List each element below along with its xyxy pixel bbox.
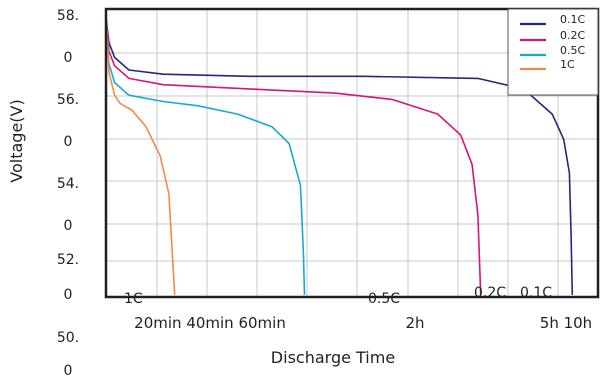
x-tick-labels: 20min 40min 60min 2h 5h 10h: [134, 314, 592, 332]
legend-label: 0.2C: [560, 29, 585, 42]
y-tick-label: 0: [64, 218, 73, 234]
x-tick-label: 20min 40min 60min: [134, 314, 286, 332]
legend-label: 0.1C: [560, 13, 585, 26]
y-tick-label: 56.: [57, 92, 79, 108]
y-tick-label: 54.: [57, 176, 79, 192]
series-line-0-2C: [105, 17, 482, 295]
y-tick-label: 50.: [57, 330, 79, 346]
series-line-1C: [105, 17, 176, 295]
series-end-label: 0.1C: [520, 285, 552, 301]
y-tick-label: 0: [64, 134, 73, 150]
y-axis-title: Voltage(V): [7, 99, 26, 182]
series-line-0-1C: [105, 17, 574, 295]
series-lines: [105, 17, 574, 295]
y-tick-label: 52.: [57, 252, 79, 268]
series-end-labels: 0.1C 0.2C 0.5C 1C: [124, 285, 552, 307]
series-end-label: 0.2C: [474, 285, 506, 301]
x-tick-label: 5h 10h: [540, 314, 592, 332]
plot-frame: [104, 7, 600, 299]
y-tick-label: 58.: [57, 8, 79, 24]
series-end-label: 1C: [124, 291, 143, 307]
y-tick-label: 0: [64, 50, 73, 66]
legend-label: 0.5C: [560, 44, 585, 57]
x-axis-title: Discharge Time: [271, 348, 395, 367]
series-end-label: 0.5C: [368, 291, 400, 307]
legend-label: 1C: [560, 58, 575, 71]
x-tick-label: 2h: [405, 314, 424, 332]
y-tick-label: 0: [64, 363, 73, 376]
y-tick-labels: 58. 0 56. 0 54. 0 52. 0 50. 0: [57, 8, 79, 376]
y-tick-label: 0: [64, 287, 73, 303]
series-line-0-5C: [105, 17, 306, 295]
